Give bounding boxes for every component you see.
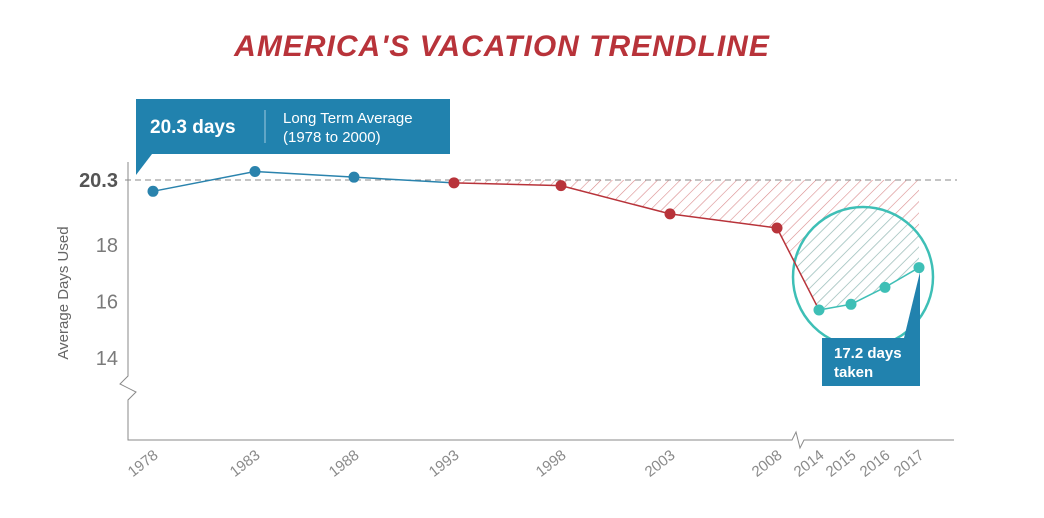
series-segment [453,182,562,187]
latest-callout: 17.2 days taken [822,272,920,386]
x-tick-label: 2008 [749,447,786,481]
series-line [147,166,925,316]
data-point-1998 [555,180,567,192]
data-point-2015 [845,298,857,310]
average-callout: 20.3 days Long Term Average (1978 to 200… [136,99,450,175]
y-tick-label: 16 [96,291,118,313]
chart-title: AMERICA'S VACATION TRENDLINE [233,30,770,63]
average-callout-label-2: (1978 to 2000) [283,129,381,146]
y-tick-reference: 20.3 [79,170,118,192]
x-tick-label: 1978 [125,447,162,481]
y-tick-label: 18 [96,235,118,257]
y-axis-label: Average Days Used [55,226,72,359]
data-point-1993 [448,177,460,189]
data-point-1983 [249,166,261,178]
average-callout-value: 20.3 days [150,117,236,138]
series-segment [669,213,778,229]
series-segment [776,227,820,311]
y-axis-ticks: 14 16 18 [96,235,118,370]
series-segment [353,176,455,184]
data-point-2003 [664,208,676,220]
data-point-2017 [913,262,925,274]
series-segment [560,184,671,215]
x-tick-label: 2017 [891,447,928,481]
axes [119,162,954,450]
x-tick-label: 2014 [791,447,828,481]
series-segment [152,170,256,193]
axis-lines [119,162,954,450]
x-axis-ticks: 1978 1983 1988 1993 1998 2003 2008 201420152016… [125,447,928,481]
series-segment [884,266,920,288]
data-point-2014 [813,304,825,316]
x-tick-label: 1993 [426,447,463,481]
average-callout-label-1: Long Term Average [283,110,413,127]
series-segment [254,170,355,178]
x-tick-label: 1988 [326,447,363,481]
x-tick-label: 1998 [533,447,570,481]
data-point-1978 [147,185,159,197]
latest-callout-line-2: taken [834,364,873,381]
latest-callout-line-1: 17.2 days [834,345,902,362]
x-tick-label: 2003 [642,447,679,481]
x-tick-label: 2015 [823,447,860,481]
x-tick-label: 1983 [227,447,264,481]
data-point-2016 [879,281,891,293]
data-point-1988 [348,171,360,183]
data-point-2008 [771,222,783,234]
series-segment [850,286,886,305]
y-tick-label: 14 [96,348,118,370]
x-tick-label: 2016 [857,447,894,481]
